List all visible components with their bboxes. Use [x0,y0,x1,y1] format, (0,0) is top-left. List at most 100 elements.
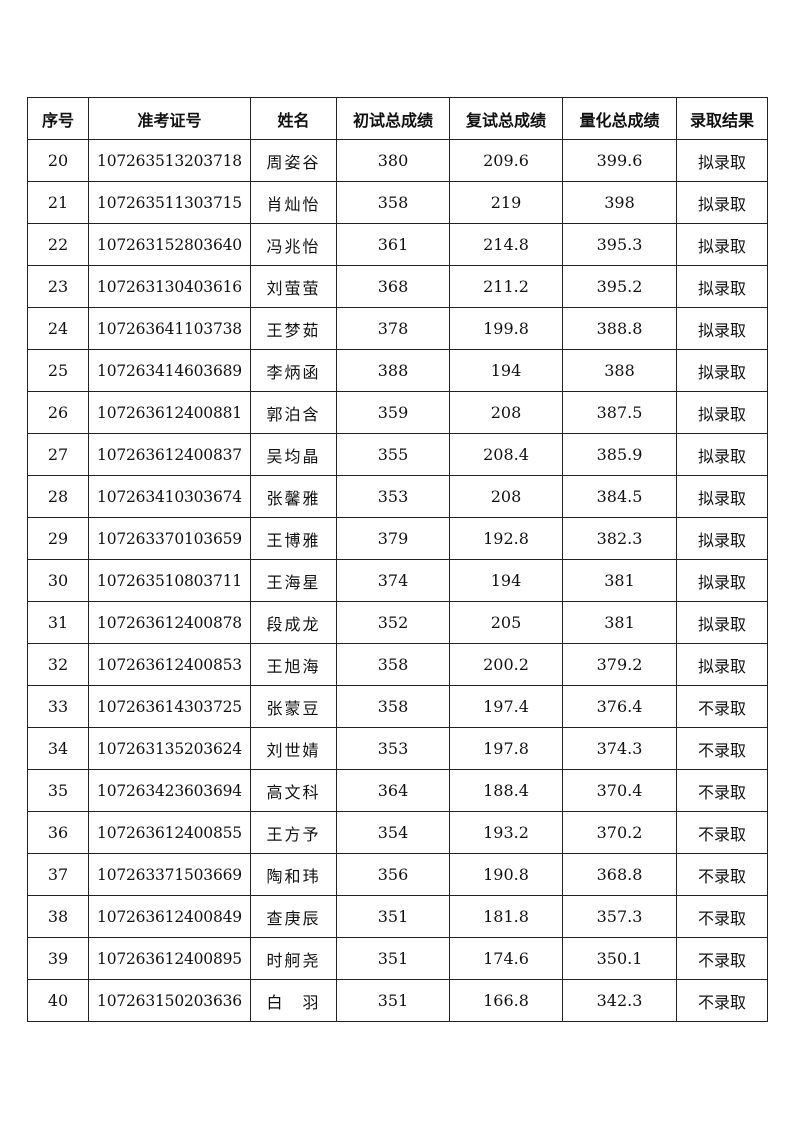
table-row: 32 107263612400853 王旭海 358 200.2 379.2 拟录取 [27,643,768,686]
initial-score-cell: 359 [336,391,450,434]
table-row: 28 107263410303674 张馨雅 353 208 384.5 拟录取 [27,475,768,518]
name-cell: 陶和玮 [250,853,337,896]
retest-score-cell: 200.2 [449,643,563,686]
table-row: 22 107263152803640 冯兆怡 361 214.8 395.3 拟录取 [27,223,768,266]
result-cell: 拟录取 [676,643,768,686]
result-cell: 拟录取 [676,433,768,476]
seq-cell: 22 [27,223,89,266]
seq-cell: 31 [27,601,89,644]
seq-cell: 38 [27,895,89,938]
name-cell: 冯兆怡 [250,223,337,266]
result-cell: 不录取 [676,853,768,896]
total-score-cell: 342.3 [562,979,677,1022]
retest-score-cell: 166.8 [449,979,563,1022]
initial-score-cell: 368 [336,265,450,308]
name-cell: 王博雅 [250,517,337,560]
initial-score-cell: 388 [336,349,450,392]
total-score-cell: 381 [562,601,677,644]
exam-id-cell: 107263410303674 [88,475,251,518]
initial-score-cell: 379 [336,517,450,560]
retest-score-cell: 199.8 [449,307,563,350]
table-row: 24 107263641103738 王梦茹 378 199.8 388.8 拟录取 [27,307,768,350]
seq-cell: 32 [27,643,89,686]
total-score-cell: 384.5 [562,475,677,518]
initial-score-cell: 374 [336,559,450,602]
result-cell: 拟录取 [676,139,768,182]
retest-score-cell: 190.8 [449,853,563,896]
header-seq: 序号 [27,97,89,140]
initial-score-cell: 358 [336,685,450,728]
result-cell: 不录取 [676,769,768,812]
retest-score-cell: 209.6 [449,139,563,182]
seq-cell: 24 [27,307,89,350]
name-cell: 时舸尧 [250,937,337,980]
name-cell: 张蒙豆 [250,685,337,728]
exam-id-cell: 107263612400881 [88,391,251,434]
exam-id-cell: 107263135203624 [88,727,251,770]
total-score-cell: 370.4 [562,769,677,812]
total-score-cell: 379.2 [562,643,677,686]
name-cell: 周姿谷 [250,139,337,182]
seq-cell: 21 [27,181,89,224]
total-score-cell: 382.3 [562,517,677,560]
initial-score-cell: 364 [336,769,450,812]
name-cell: 李炳函 [250,349,337,392]
total-score-cell: 388 [562,349,677,392]
exam-id-cell: 107263612400895 [88,937,251,980]
name-cell: 吴均晶 [250,433,337,476]
result-cell: 不录取 [676,895,768,938]
table-row: 27 107263612400837 吴均晶 355 208.4 385.9 拟录取 [27,433,768,476]
name-cell: 段成龙 [250,601,337,644]
header-row: 序号 准考证号 姓名 初试总成绩 复试总成绩 量化总成绩 录取结果 [27,97,768,140]
name-cell: 郭泊含 [250,391,337,434]
result-cell: 拟录取 [676,559,768,602]
table-row: 31 107263612400878 段成龙 352 205 381 拟录取 [27,601,768,644]
initial-score-cell: 380 [336,139,450,182]
table-row: 38 107263612400849 查庚辰 351 181.8 357.3 不录取 [27,895,768,938]
result-cell: 不录取 [676,685,768,728]
name-cell: 查庚辰 [250,895,337,938]
total-score-cell: 370.2 [562,811,677,854]
seq-cell: 37 [27,853,89,896]
retest-score-cell: 188.4 [449,769,563,812]
retest-score-cell: 211.2 [449,265,563,308]
total-score-cell: 374.3 [562,727,677,770]
name-cell: 刘世婧 [250,727,337,770]
name-cell: 高文科 [250,769,337,812]
retest-score-cell: 205 [449,601,563,644]
seq-cell: 36 [27,811,89,854]
result-cell: 拟录取 [676,265,768,308]
result-cell: 不录取 [676,727,768,770]
header-retest-score: 复试总成绩 [449,97,563,140]
exam-id-cell: 107263612400853 [88,643,251,686]
seq-cell: 34 [27,727,89,770]
name-cell: 王梦茹 [250,307,337,350]
retest-score-cell: 208 [449,391,563,434]
seq-cell: 40 [27,979,89,1022]
initial-score-cell: 351 [336,979,450,1022]
initial-score-cell: 351 [336,937,450,980]
total-score-cell: 398 [562,181,677,224]
name-cell: 王海星 [250,559,337,602]
retest-score-cell: 192.8 [449,517,563,560]
exam-id-cell: 107263612400849 [88,895,251,938]
seq-cell: 35 [27,769,89,812]
header-exam-id: 准考证号 [88,97,251,140]
seq-cell: 20 [27,139,89,182]
exam-id-cell: 107263641103738 [88,307,251,350]
result-cell: 拟录取 [676,517,768,560]
exam-id-cell: 107263612400855 [88,811,251,854]
table-row: 33 107263614303725 张蒙豆 358 197.4 376.4 不录取 [27,685,768,728]
seq-cell: 29 [27,517,89,560]
exam-id-cell: 107263614303725 [88,685,251,728]
result-cell: 不录取 [676,937,768,980]
retest-score-cell: 181.8 [449,895,563,938]
seq-cell: 25 [27,349,89,392]
initial-score-cell: 355 [336,433,450,476]
initial-score-cell: 358 [336,643,450,686]
exam-id-cell: 107263152803640 [88,223,251,266]
initial-score-cell: 353 [336,475,450,518]
exam-id-cell: 107263130403616 [88,265,251,308]
total-score-cell: 350.1 [562,937,677,980]
seq-cell: 30 [27,559,89,602]
